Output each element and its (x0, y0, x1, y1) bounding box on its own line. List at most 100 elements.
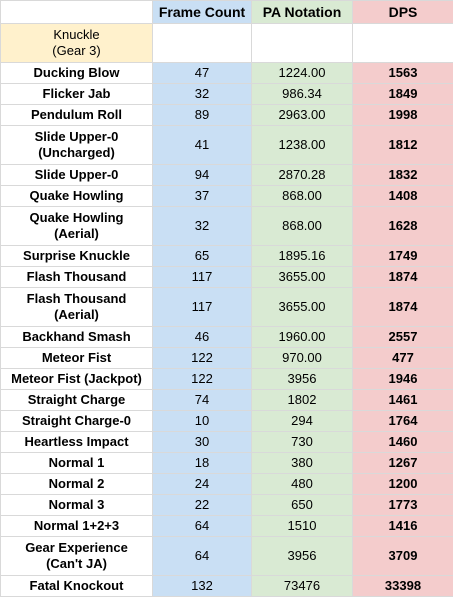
pa-notation-cell[interactable]: 2870.28 (252, 165, 353, 186)
frame-count-cell[interactable]: 47 (153, 63, 252, 84)
dps-cell[interactable]: 1998 (353, 105, 453, 126)
dps-cell[interactable]: 33398 (353, 576, 453, 597)
frame-count-cell[interactable]: 65 (153, 246, 252, 267)
dps-cell[interactable]: 1267 (353, 453, 453, 474)
dps-cell[interactable]: 1200 (353, 474, 453, 495)
pa-notation-cell[interactable]: 1960.00 (252, 327, 353, 348)
frame-count-cell[interactable]: 32 (153, 207, 252, 246)
frame-count-cell[interactable]: 32 (153, 84, 252, 105)
skill-name-cell[interactable]: Normal 1 (1, 453, 153, 474)
frame-count-cell[interactable]: 64 (153, 516, 252, 537)
frame-count-cell[interactable]: 117 (153, 267, 252, 288)
skill-name-cell[interactable]: Pendulum Roll (1, 105, 153, 126)
pa-notation-cell[interactable]: 868.00 (252, 207, 353, 246)
dps-cell[interactable]: 1832 (353, 165, 453, 186)
frame-count-cell[interactable]: 117 (153, 288, 252, 327)
dps-cell[interactable]: 1563 (353, 63, 453, 84)
skill-name-cell[interactable]: Straight Charge-0 (1, 411, 153, 432)
skill-name-cell[interactable]: Normal 3 (1, 495, 153, 516)
skill-name-cell[interactable]: Quake Howling (1, 186, 153, 207)
dps-cell[interactable]: 1628 (353, 207, 453, 246)
pa-notation-cell[interactable]: 3655.00 (252, 267, 353, 288)
pa-notation-cell[interactable]: 294 (252, 411, 353, 432)
skill-name-cell[interactable]: Backhand Smash (1, 327, 153, 348)
header-blank-cell[interactable] (1, 1, 153, 24)
pa-notation-cell[interactable]: 970.00 (252, 348, 353, 369)
dps-cell[interactable]: 1946 (353, 369, 453, 390)
frame-count-cell[interactable]: 74 (153, 390, 252, 411)
skill-name-line: Normal 1 (3, 455, 150, 471)
dps-cell[interactable]: 1408 (353, 186, 453, 207)
dps-cell[interactable]: 3709 (353, 537, 453, 576)
pa-notation-cell[interactable]: 730 (252, 432, 353, 453)
frame-count-cell[interactable]: 94 (153, 165, 252, 186)
frame-count-cell[interactable]: 10 (153, 411, 252, 432)
skill-name-cell[interactable]: Quake Howling(Aerial) (1, 207, 153, 246)
skill-name-cell[interactable]: Meteor Fist (Jackpot) (1, 369, 153, 390)
frame-count-cell[interactable]: 64 (153, 537, 252, 576)
dps-cell[interactable]: 1773 (353, 495, 453, 516)
skill-name-cell[interactable]: Normal 2 (1, 474, 153, 495)
frame-count-cell[interactable]: 24 (153, 474, 252, 495)
skill-name-cell[interactable]: Flash Thousand (1, 267, 153, 288)
header-pa-notation[interactable]: PA Notation (252, 1, 353, 24)
dps-cell[interactable]: 1812 (353, 126, 453, 165)
frame-count-cell[interactable]: 30 (153, 432, 252, 453)
dps-cell[interactable]: 1874 (353, 267, 453, 288)
skill-name-cell[interactable]: Ducking Blow (1, 63, 153, 84)
dps-cell[interactable]: 1874 (353, 288, 453, 327)
skill-name-cell[interactable]: Meteor Fist (1, 348, 153, 369)
pa-notation-cell[interactable]: 380 (252, 453, 353, 474)
dps-cell[interactable]: 1461 (353, 390, 453, 411)
frame-count-cell[interactable]: 22 (153, 495, 252, 516)
dps-cell[interactable]: 477 (353, 348, 453, 369)
dps-cell[interactable]: 1849 (353, 84, 453, 105)
character-cell[interactable]: Knuckle (Gear 3) (1, 24, 153, 63)
frame-count-cell[interactable]: 41 (153, 126, 252, 165)
pa-notation-cell[interactable]: 868.00 (252, 186, 353, 207)
pa-notation-cell[interactable]: 73476 (252, 576, 353, 597)
skill-name-cell[interactable]: Straight Charge (1, 390, 153, 411)
frame-count-cell[interactable]: 37 (153, 186, 252, 207)
skill-name-cell[interactable]: Normal 1+2+3 (1, 516, 153, 537)
frame-count-cell[interactable]: 89 (153, 105, 252, 126)
header-dps[interactable]: DPS (353, 1, 453, 24)
frame-count-cell[interactable]: 46 (153, 327, 252, 348)
dps-cell[interactable]: 1416 (353, 516, 453, 537)
skill-name-cell[interactable]: Heartless Impact (1, 432, 153, 453)
blank-cell[interactable] (153, 24, 252, 63)
dps-cell[interactable]: 2557 (353, 327, 453, 348)
skill-name-cell[interactable]: Flash Thousand(Aerial) (1, 288, 153, 327)
skill-name-cell[interactable]: Slide Upper-0(Uncharged) (1, 126, 153, 165)
pa-notation-cell[interactable]: 3956 (252, 537, 353, 576)
blank-cell[interactable] (252, 24, 353, 63)
frame-count-cell[interactable]: 18 (153, 453, 252, 474)
dps-cell[interactable]: 1749 (353, 246, 453, 267)
pa-notation-cell[interactable]: 1238.00 (252, 126, 353, 165)
skill-name-cell[interactable]: Fatal Knockout (1, 576, 153, 597)
skill-name-cell[interactable]: Gear Experience(Can't JA) (1, 537, 153, 576)
blank-cell[interactable] (353, 24, 453, 63)
dps-cell[interactable]: 1460 (353, 432, 453, 453)
dps-cell[interactable]: 1764 (353, 411, 453, 432)
pa-notation-cell[interactable]: 1224.00 (252, 63, 353, 84)
pa-notation-cell[interactable]: 986.34 (252, 84, 353, 105)
skill-name-cell[interactable]: Surprise Knuckle (1, 246, 153, 267)
pa-notation-cell[interactable]: 2963.00 (252, 105, 353, 126)
pa-notation-cell[interactable]: 1895.16 (252, 246, 353, 267)
pa-notation-cell[interactable]: 480 (252, 474, 353, 495)
frame-count-cell[interactable]: 122 (153, 348, 252, 369)
frame-count-cell[interactable]: 132 (153, 576, 252, 597)
pa-notation-cell[interactable]: 650 (252, 495, 353, 516)
pa-notation-cell[interactable]: 1802 (252, 390, 353, 411)
skill-name-cell[interactable]: Slide Upper-0 (1, 165, 153, 186)
pa-notation-cell[interactable]: 3655.00 (252, 288, 353, 327)
header-frame-count[interactable]: Frame Count (153, 1, 252, 24)
frame-count-cell[interactable]: 122 (153, 369, 252, 390)
pa-notation-cell[interactable]: 1510 (252, 516, 353, 537)
pa-notation-cell[interactable]: 3956 (252, 369, 353, 390)
skill-name-cell[interactable]: Flicker Jab (1, 84, 153, 105)
